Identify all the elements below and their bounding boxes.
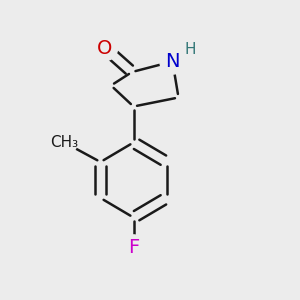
Circle shape xyxy=(160,49,185,74)
Text: N: N xyxy=(165,52,180,71)
Circle shape xyxy=(121,235,146,260)
Text: CH₃: CH₃ xyxy=(50,135,79,150)
Circle shape xyxy=(178,37,203,62)
Text: H: H xyxy=(185,42,196,57)
Text: F: F xyxy=(128,238,139,257)
Text: O: O xyxy=(97,38,113,58)
Circle shape xyxy=(52,130,77,155)
Circle shape xyxy=(92,35,118,61)
